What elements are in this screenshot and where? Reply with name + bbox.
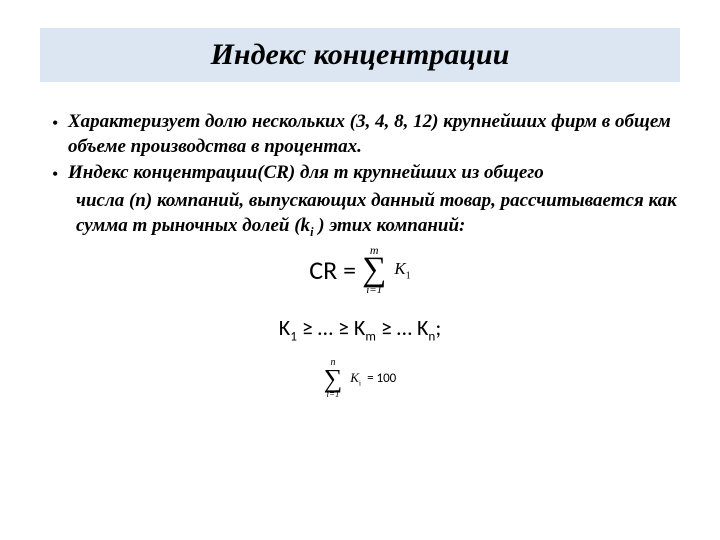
- cr-equals: CR =: [309, 254, 356, 286]
- bullet-text-1: Характеризует долю нескольких (3, 4, 8, …: [68, 110, 680, 159]
- ineq-ge2: ≥ …: [376, 314, 417, 341]
- bullet-text-2-tail: ) этих компаний:: [314, 215, 466, 236]
- slide: Индекс концентрации • Характеризует долю…: [0, 0, 720, 540]
- slide-title: Индекс концентрации: [40, 38, 680, 72]
- sum2-term: Ki: [350, 370, 361, 388]
- bullet-marker: •: [48, 110, 68, 159]
- ineq-sub1: 1: [290, 327, 297, 344]
- sigma-icon: ∑: [324, 368, 343, 390]
- bullet-item-2: • Индекс концентрации(CR) для m крупнейш…: [48, 161, 680, 187]
- sum1-sub: 1: [406, 270, 411, 281]
- bullet-marker: •: [48, 161, 68, 187]
- title-bar: Индекс концентрации: [40, 28, 680, 82]
- equals-100: = 100: [367, 371, 396, 386]
- bullet-item-1: • Характеризует долю нескольких (3, 4, 8…: [48, 110, 680, 159]
- sum1-lower: i=1: [366, 285, 382, 296]
- sigma-icon: ∑: [362, 256, 386, 285]
- sum2-lower: i=1: [326, 390, 339, 399]
- sum1-k: K: [394, 259, 405, 278]
- ineq-k1: K: [279, 314, 290, 341]
- formula-area: CR = m ∑ i=1 K1 K1 ≥ … ≥ Km ≥ … Kn; n ∑ …: [40, 244, 680, 399]
- sum2-k: K: [350, 370, 359, 385]
- ineq-subm: m: [365, 327, 376, 344]
- bullet-list: • Характеризует долю нескольких (3, 4, 8…: [48, 110, 680, 240]
- bullet-text-2-line1: Индекс концентрации(CR) для m крупнейших…: [68, 161, 544, 187]
- ineq-ge1: ≥ … ≥: [297, 314, 354, 341]
- inequality-line: K1 ≥ … ≥ Km ≥ … Kn;: [40, 314, 680, 344]
- sum2-sub: i: [359, 379, 361, 388]
- formula-sum-100: n ∑ i=1 Ki = 100: [324, 358, 397, 399]
- ineq-km: K: [354, 314, 365, 341]
- sum1-term: K1: [394, 259, 410, 281]
- summation-2: n ∑ i=1: [324, 358, 343, 399]
- ineq-kn: K: [417, 314, 428, 341]
- formula-cr-sum: CR = m ∑ i=1 K1: [309, 244, 411, 296]
- ineq-tail: ;: [435, 314, 441, 341]
- summation-1: m ∑ i=1: [362, 244, 386, 296]
- bullet-text-2-cont: числа (n) компаний, выпускающих данный т…: [76, 189, 680, 240]
